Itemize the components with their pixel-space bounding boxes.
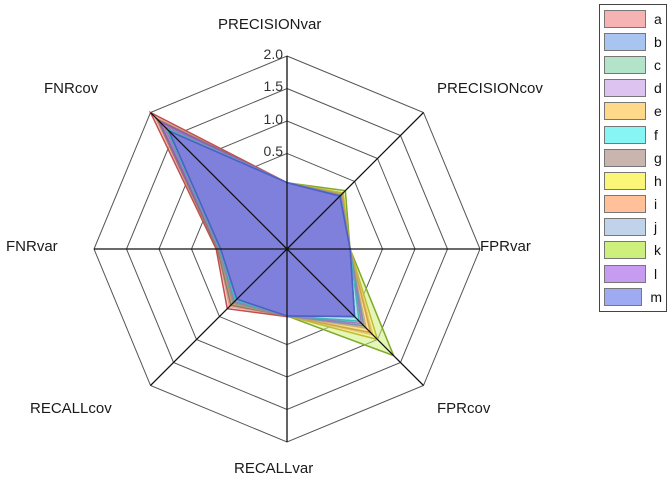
legend-label: e [654, 103, 662, 120]
legend-item-b: b [604, 30, 662, 53]
legend-item-m: m [604, 285, 662, 308]
legend-item-c: c [604, 53, 662, 76]
legend-label: f [654, 126, 658, 143]
tick-label: 2.0 [263, 46, 283, 62]
legend-label: g [654, 149, 662, 166]
legend-label: i [654, 196, 658, 213]
legend-label: d [654, 80, 662, 97]
axis-label-fprcov: FPRcov [437, 400, 491, 417]
legend-item-e: e [604, 100, 662, 123]
tick-label: 0.5 [263, 143, 283, 160]
legend-item-j: j [604, 216, 662, 239]
axis-label-precisionvar: PRECISIONvar [218, 16, 322, 33]
legend-swatch [604, 102, 646, 121]
axis-spoke [150, 248, 288, 386]
axis-spoke [150, 112, 288, 250]
axis-spoke [286, 112, 424, 250]
legend-label: k [654, 242, 661, 259]
tick-label: 1.0 [263, 110, 283, 127]
legend-swatch [604, 79, 646, 98]
legend-item-f: f [604, 123, 662, 146]
axis-label-recallvar: RECALLvar [234, 460, 314, 477]
legend-swatch [604, 55, 646, 74]
legend-item-i: i [604, 193, 662, 216]
legend-swatch [604, 287, 643, 306]
tick-label: 1.5 [263, 78, 283, 95]
legend-label: j [654, 219, 658, 236]
legend-label: m [650, 288, 662, 305]
axis-label-fnrvar: FNRvar [6, 238, 58, 255]
axis-label-precisioncov: PRECISIONcov [437, 80, 543, 97]
legend-swatch [604, 218, 646, 237]
axis-spoke [286, 248, 424, 386]
legend-swatch [604, 9, 646, 28]
legend-swatch [604, 195, 646, 214]
legend-swatch [604, 125, 646, 144]
legend-item-k: k [604, 239, 662, 262]
legend-label: l [654, 265, 658, 282]
legend-swatch [604, 148, 646, 167]
legend-swatch [604, 241, 646, 260]
legend-item-a: a [604, 7, 662, 30]
legend-item-g: g [604, 146, 662, 169]
legend-item-l: l [604, 262, 662, 285]
axis-label-fprvar: FPRvar [480, 238, 531, 255]
legend-swatch [604, 32, 646, 51]
axis-label-recallcov: RECALLcov [30, 400, 112, 417]
legend-label: b [654, 33, 662, 50]
legend-label: c [654, 56, 661, 73]
legend-label: a [654, 10, 662, 27]
legend-swatch [604, 264, 646, 283]
legend-item-h: h [604, 169, 662, 192]
legend-swatch [604, 171, 646, 190]
legend-label: h [654, 172, 662, 189]
axis-label-fnrcov: FNRcov [44, 80, 99, 97]
radar-spokes [94, 56, 480, 442]
legend-item-d: d [604, 77, 662, 100]
